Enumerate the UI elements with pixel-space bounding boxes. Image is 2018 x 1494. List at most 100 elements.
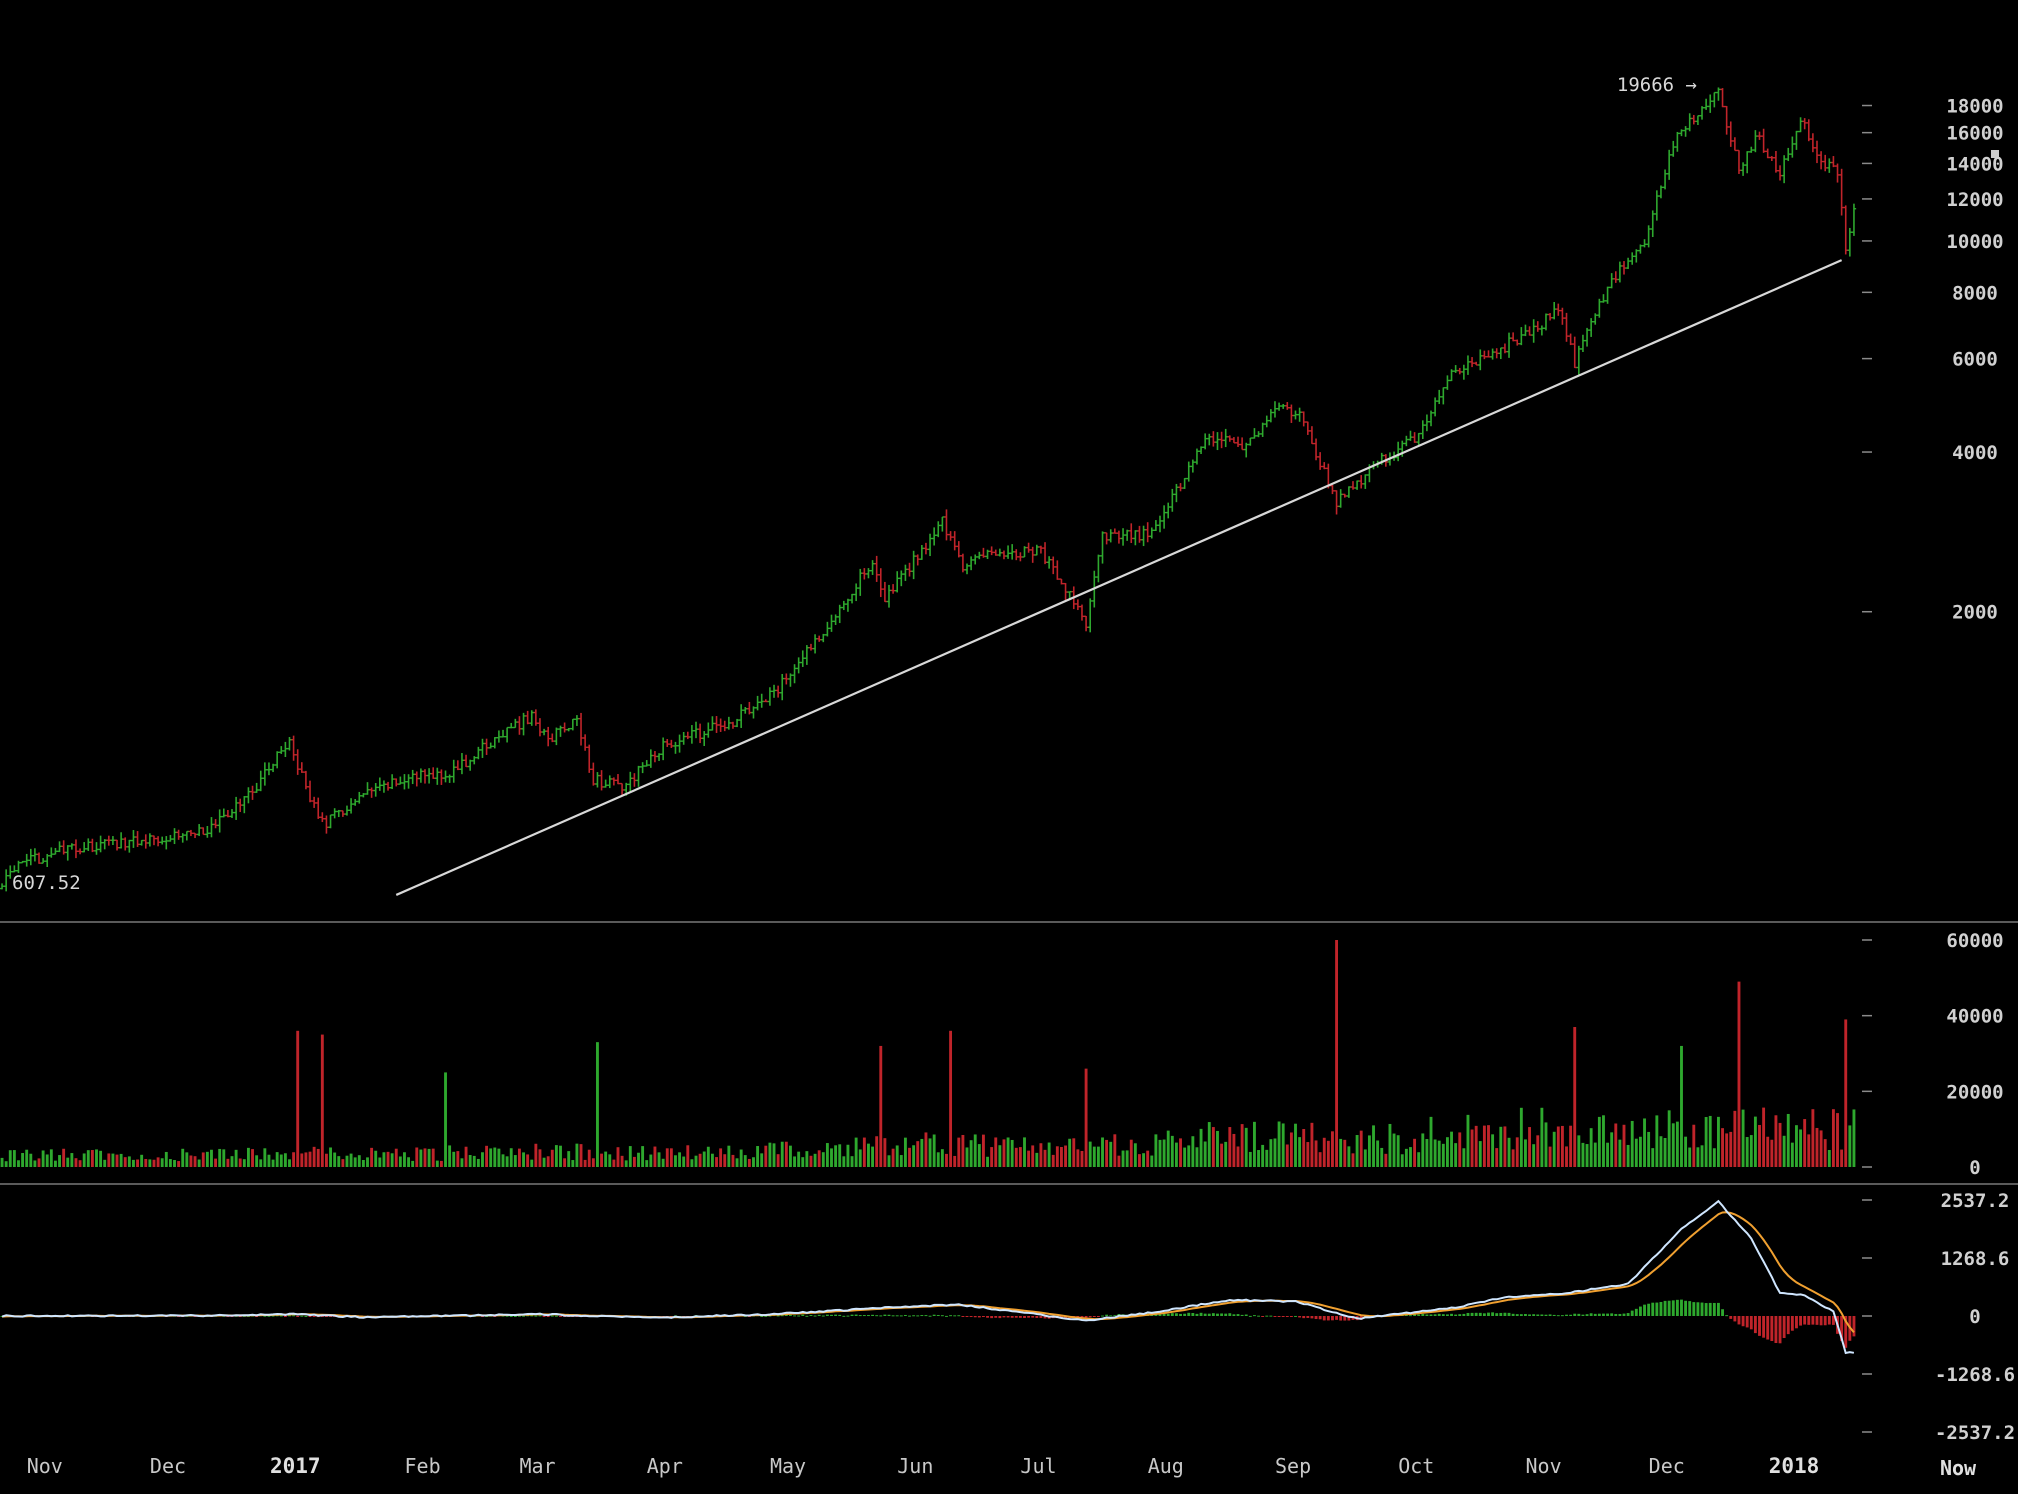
macd-histogram-bar bbox=[1179, 1313, 1182, 1316]
price-bar bbox=[32, 848, 38, 862]
price-bar bbox=[352, 798, 358, 806]
price-bar bbox=[833, 614, 838, 626]
volume-bar bbox=[337, 1156, 341, 1167]
volume-bar bbox=[1060, 1147, 1063, 1167]
volume-bar bbox=[797, 1151, 801, 1167]
volume-bar bbox=[739, 1149, 743, 1167]
volume-bar bbox=[883, 1138, 887, 1167]
trendline[interactable] bbox=[395, 259, 1843, 896]
volume-bar bbox=[1823, 1139, 1827, 1167]
volume-bar bbox=[1450, 1131, 1453, 1167]
price-bar bbox=[1498, 347, 1504, 360]
price-bar bbox=[1716, 87, 1721, 101]
volume-bar bbox=[173, 1160, 176, 1167]
price-bar bbox=[1112, 528, 1118, 534]
volume-bar bbox=[1663, 1137, 1667, 1167]
price-bar bbox=[1207, 433, 1212, 446]
price-bar bbox=[1736, 149, 1742, 174]
macd-histogram-bar bbox=[279, 1315, 283, 1317]
price-bar bbox=[1449, 369, 1454, 382]
macd-histogram-bar bbox=[1421, 1313, 1425, 1316]
now-label[interactable]: Now bbox=[1940, 1456, 1977, 1480]
price-bar bbox=[632, 773, 637, 787]
price-bar bbox=[1338, 489, 1343, 508]
price-bar bbox=[143, 834, 148, 849]
price-bar bbox=[1297, 407, 1302, 422]
macd-histogram-bar bbox=[1491, 1312, 1495, 1316]
volume-bar bbox=[1138, 1154, 1141, 1167]
volume-bar bbox=[140, 1154, 144, 1167]
price-bar bbox=[1289, 404, 1294, 423]
scale-handle[interactable] bbox=[1991, 150, 1999, 158]
macd-histogram-bar bbox=[1622, 1313, 1626, 1316]
price-bar bbox=[1523, 324, 1528, 337]
price-bar bbox=[997, 548, 1003, 557]
macd-histogram-bar bbox=[1482, 1313, 1486, 1316]
volume-bar bbox=[1700, 1145, 1704, 1167]
price-bar bbox=[16, 860, 21, 874]
price-bar bbox=[102, 839, 107, 850]
volume-bar bbox=[1207, 1122, 1211, 1167]
price-bar bbox=[743, 707, 748, 714]
macd-histogram-bar bbox=[973, 1316, 977, 1318]
macd-panel[interactable] bbox=[0, 1199, 1856, 1355]
volume-bar bbox=[1023, 1137, 1026, 1167]
volume-bar bbox=[1597, 1116, 1601, 1167]
volume-bar bbox=[1417, 1152, 1421, 1167]
volume-bar bbox=[1298, 1137, 1302, 1167]
macd-histogram-bar bbox=[825, 1314, 829, 1316]
macd-histogram-bar bbox=[1450, 1313, 1453, 1316]
macd-histogram-bar bbox=[1433, 1314, 1437, 1316]
macd-histogram-bar bbox=[1573, 1313, 1577, 1316]
volume-bar bbox=[719, 1148, 723, 1167]
macd-histogram-bar bbox=[1101, 1315, 1104, 1317]
macd-histogram-bar bbox=[296, 1316, 300, 1317]
price-bar bbox=[1798, 117, 1803, 133]
macd-histogram-bar bbox=[329, 1316, 332, 1317]
price-bar bbox=[1654, 190, 1660, 221]
volume-bar bbox=[304, 1152, 308, 1167]
price-bar bbox=[320, 812, 325, 823]
volume-bar bbox=[871, 1146, 875, 1167]
macd-histogram-bar bbox=[1298, 1316, 1302, 1318]
macd-histogram-bar bbox=[1092, 1316, 1096, 1317]
macd-histogram-bar bbox=[936, 1315, 940, 1317]
volume-bar bbox=[185, 1152, 189, 1167]
macd-histogram-bar bbox=[1749, 1316, 1753, 1330]
price-bar bbox=[1601, 294, 1606, 303]
volume-bar bbox=[1680, 1045, 1683, 1167]
price-bar bbox=[1851, 203, 1857, 236]
price-bar bbox=[1194, 448, 1200, 465]
price-bar bbox=[463, 754, 469, 768]
volume-bar bbox=[1532, 1144, 1536, 1167]
price-bar bbox=[69, 843, 75, 850]
volume-bar bbox=[965, 1147, 969, 1167]
volume-bar bbox=[632, 1156, 636, 1167]
price-bar bbox=[1108, 529, 1113, 543]
volume-bar bbox=[600, 1153, 603, 1167]
volume-bar bbox=[957, 1137, 961, 1167]
price-bar bbox=[295, 749, 300, 775]
macd-histogram-bar bbox=[838, 1314, 842, 1316]
price-bar bbox=[628, 771, 633, 793]
price-bar bbox=[1506, 332, 1512, 358]
macd-histogram-bar bbox=[1265, 1315, 1269, 1317]
price-panel[interactable]: 19666 → 607.52 bbox=[0, 74, 1999, 896]
price-bar bbox=[348, 798, 354, 814]
volume-bar bbox=[1659, 1136, 1663, 1167]
volume-bar bbox=[435, 1160, 439, 1167]
price-bar bbox=[1424, 414, 1430, 432]
volume-panel[interactable] bbox=[0, 940, 1856, 1167]
volume-bar bbox=[53, 1160, 57, 1167]
macd-histogram-bar bbox=[513, 1315, 517, 1317]
price-bar bbox=[895, 571, 900, 593]
macd-histogram-bar bbox=[784, 1314, 788, 1316]
macd-histogram-bar bbox=[1035, 1316, 1039, 1318]
volume-bar bbox=[341, 1159, 345, 1167]
price-bar bbox=[775, 685, 781, 698]
price-bar bbox=[1740, 162, 1746, 176]
price-bar bbox=[287, 737, 292, 751]
macd-histogram-bar bbox=[238, 1316, 242, 1317]
price-bar bbox=[147, 833, 153, 847]
macd-histogram-bar bbox=[813, 1315, 817, 1317]
